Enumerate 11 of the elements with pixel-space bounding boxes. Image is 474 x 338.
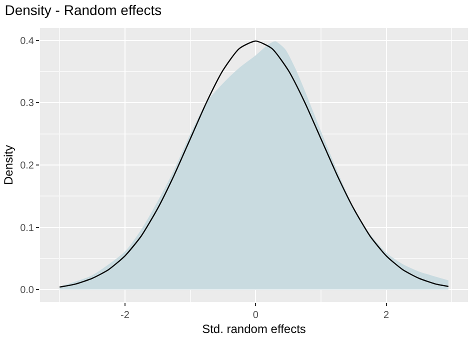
y-tick-label: 0.3 bbox=[20, 98, 34, 110]
y-tick-label: 0.1 bbox=[20, 222, 34, 234]
x-tick-label: -2 bbox=[120, 310, 130, 321]
x-axis-title: Std. random effects bbox=[202, 322, 306, 336]
y-axis-title: Density bbox=[1, 144, 16, 186]
x-tick-label: 0 bbox=[252, 310, 259, 321]
x-tick-label: 2 bbox=[384, 310, 390, 321]
y-tick-label: 0.4 bbox=[20, 36, 34, 47]
y-tick-label: 0.2 bbox=[20, 160, 34, 172]
y-tick-label: 0.0 bbox=[20, 285, 34, 296]
chart-title: Density - Random effects bbox=[4, 2, 162, 18]
